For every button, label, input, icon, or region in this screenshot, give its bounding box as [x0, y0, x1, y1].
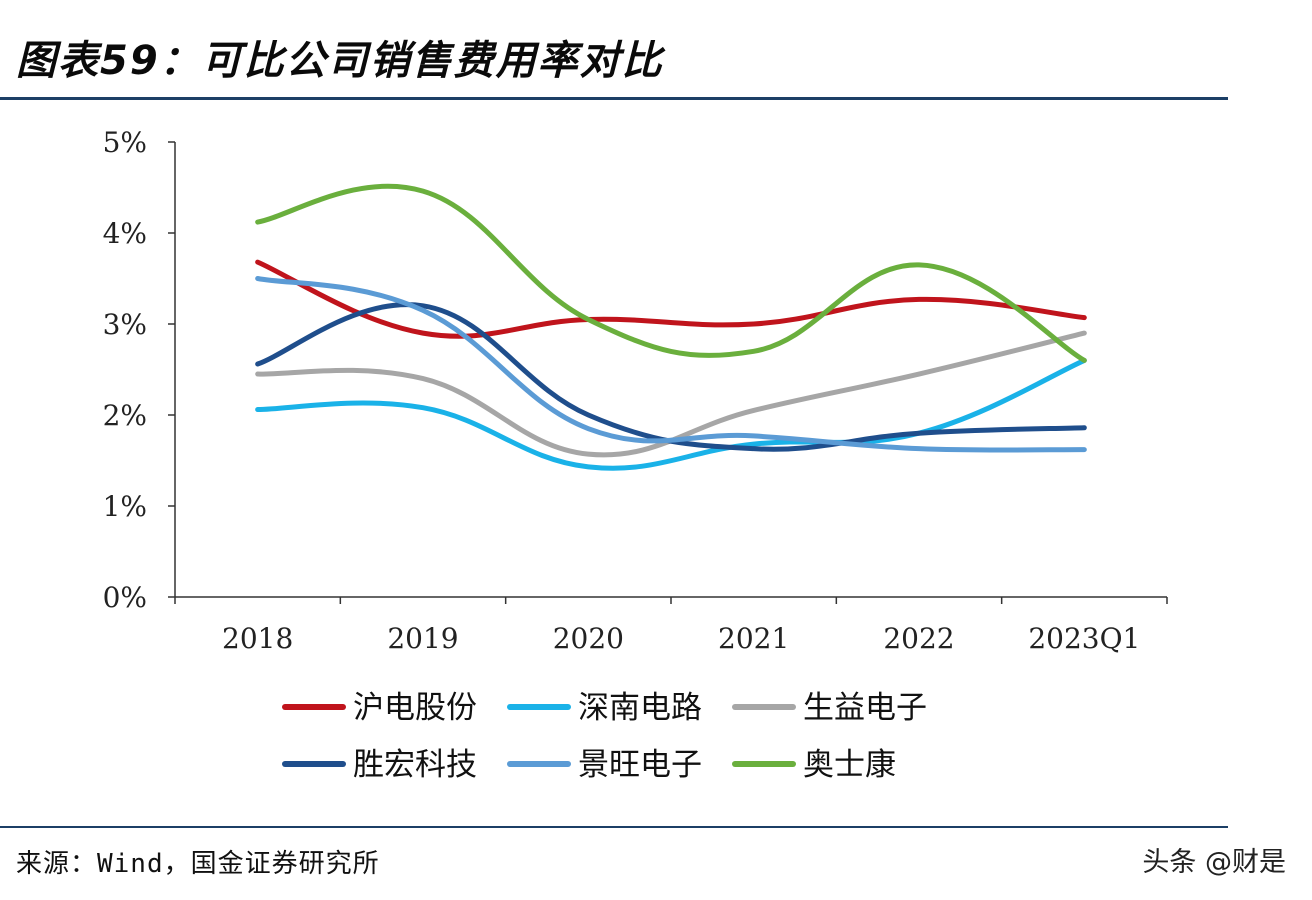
x-tick-label: 2021 — [718, 622, 789, 655]
chart-axes: 0% 1% 2% 3% 4% 5% 2018 2019 2020 2021 2022 2023Q1 — [103, 126, 1168, 655]
line-chart: 0% 1% 2% 3% 4% 5% 2018 2019 2020 2021 2022 2023Q1 沪… — [103, 126, 1168, 783]
x-tick-label: 2019 — [387, 622, 458, 655]
series-line-深南电路 — [255, 357, 1087, 471]
bottom-divider — [0, 826, 1228, 828]
x-tick-label: 2023Q1 — [1028, 622, 1140, 655]
chart-series — [255, 183, 1087, 471]
legend-label: 胜宏科技 — [353, 747, 477, 783]
y-tick-label: 4% — [103, 217, 147, 250]
legend-label: 深南电路 — [578, 690, 702, 726]
watermark-text: 头条 @财是 — [1142, 847, 1286, 878]
x-tick-label: 2018 — [222, 622, 293, 655]
series-line-奥士康 — [255, 183, 1087, 363]
y-tick-label: 5% — [103, 126, 147, 159]
y-tick-label: 2% — [103, 399, 147, 432]
chart-title: 图表59：可比公司销售费用率对比 — [16, 38, 664, 84]
x-tick-label: 2020 — [553, 622, 624, 655]
series-line-胜宏科技 — [255, 302, 1087, 452]
series-line-景旺电子 — [255, 276, 1087, 453]
legend-label: 奥士康 — [803, 747, 896, 783]
y-tick-label: 3% — [103, 308, 147, 341]
y-tick-label: 1% — [103, 490, 147, 523]
y-tick-label: 0% — [103, 581, 147, 614]
legend-label: 沪电股份 — [353, 690, 477, 726]
source-note: 来源：Wind，国金证券研究所 — [16, 849, 380, 879]
top-divider — [0, 97, 1228, 100]
legend-label: 景旺电子 — [578, 747, 702, 783]
series-line-沪电股份 — [255, 259, 1087, 339]
legend-label: 生益电子 — [803, 690, 927, 726]
x-tick-label: 2022 — [883, 622, 954, 655]
